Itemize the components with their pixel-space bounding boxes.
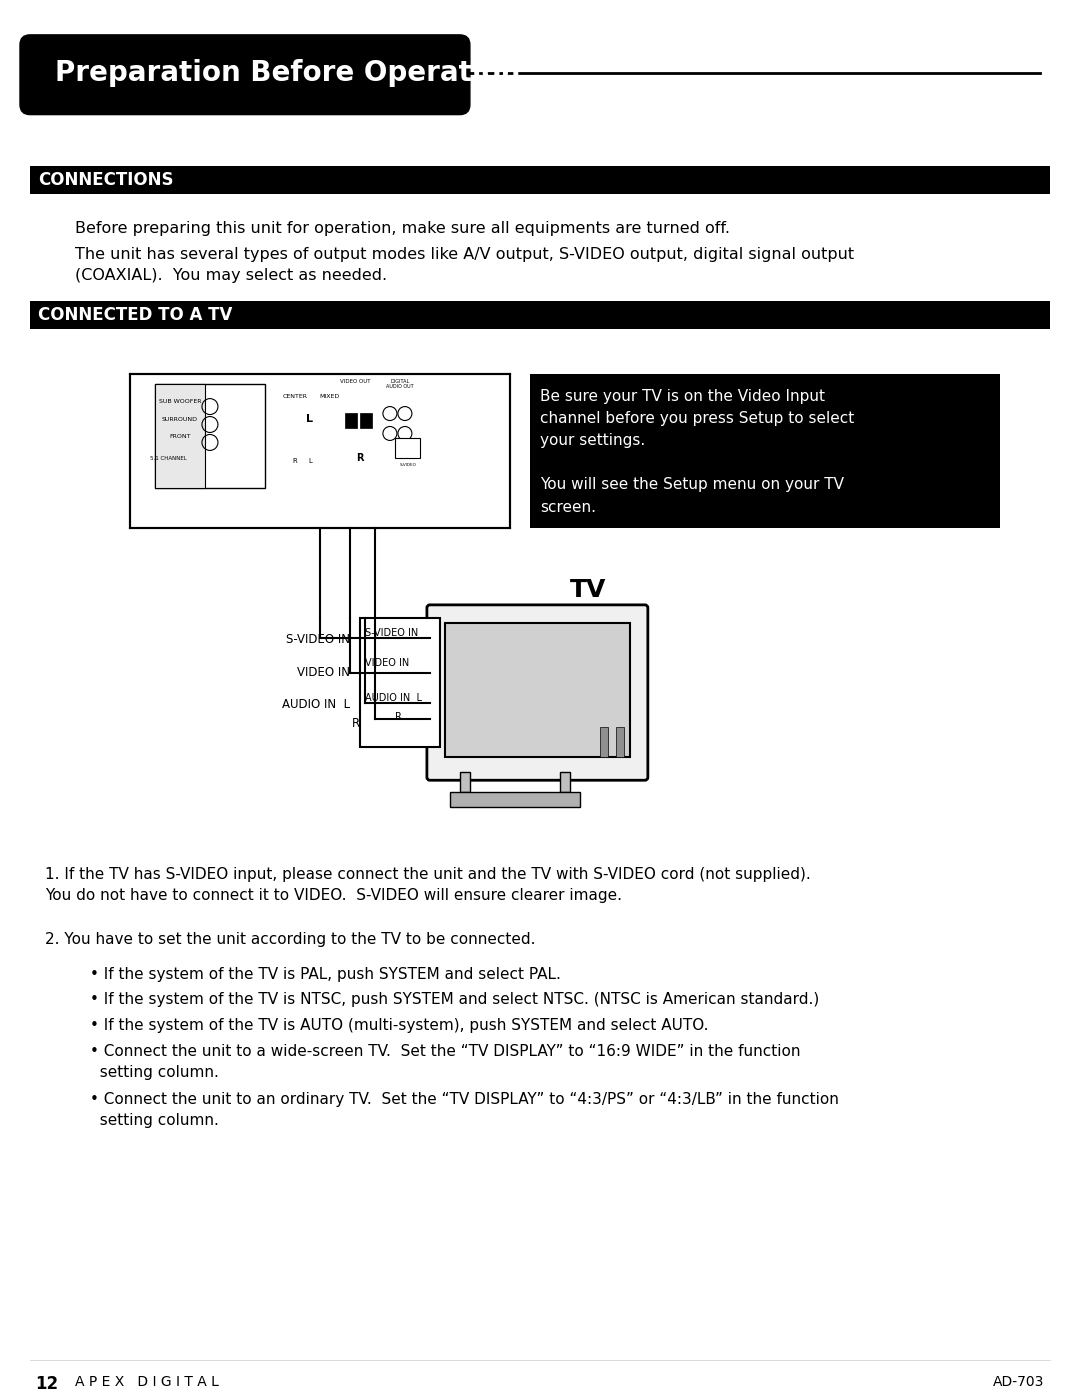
Bar: [130, 373, 510, 528]
Bar: [360, 412, 372, 429]
Text: Before preparing this unit for operation, make sure all equipments are turned of: Before preparing this unit for operation…: [75, 221, 730, 236]
FancyBboxPatch shape: [427, 605, 648, 781]
Text: R: R: [352, 718, 360, 731]
Text: L: L: [307, 414, 313, 423]
Text: R: R: [356, 454, 364, 464]
Text: DIGITAL
AUDIO OUT: DIGITAL AUDIO OUT: [386, 379, 414, 390]
Text: Preparation Before Operation: Preparation Before Operation: [55, 59, 521, 87]
Bar: [345, 412, 356, 429]
Text: R: R: [293, 458, 297, 464]
Bar: [154, 384, 205, 489]
Text: AUDIO IN  L: AUDIO IN L: [282, 697, 350, 711]
Text: • Connect the unit to a wide-screen TV.  Set the “TV DISPLAY” to “16:9 WIDE” in : • Connect the unit to a wide-screen TV. …: [90, 1045, 800, 1080]
Bar: [445, 623, 630, 757]
Bar: [559, 773, 570, 792]
Bar: [30, 300, 1050, 328]
Bar: [450, 792, 580, 807]
Text: • If the system of the TV is PAL, push SYSTEM and select PAL.: • If the system of the TV is PAL, push S…: [90, 967, 561, 982]
Bar: [154, 384, 265, 489]
Text: CONNECTED TO A TV: CONNECTED TO A TV: [38, 306, 232, 324]
Text: 5.1 CHANNEL: 5.1 CHANNEL: [150, 457, 187, 461]
Text: CENTER: CENTER: [283, 394, 308, 398]
Text: MIXED: MIXED: [320, 394, 340, 398]
Text: S-VIDEO IN: S-VIDEO IN: [365, 627, 418, 638]
Text: • If the system of the TV is AUTO (multi-system), push SYSTEM and select AUTO.: • If the system of the TV is AUTO (multi…: [90, 1018, 708, 1034]
Text: Be sure your TV is on the Video Input
channel before you press Setup to select
y: Be sure your TV is on the Video Input ch…: [540, 388, 854, 514]
Text: VIDEO IN: VIDEO IN: [365, 658, 409, 668]
Text: AD-703: AD-703: [994, 1375, 1044, 1389]
Text: • If the system of the TV is NTSC, push SYSTEM and select NTSC. (NTSC is America: • If the system of the TV is NTSC, push …: [90, 992, 820, 1007]
Text: SURROUND: SURROUND: [162, 416, 198, 422]
Text: L: L: [308, 458, 312, 464]
Text: • Connect the unit to an ordinary TV.  Set the “TV DISPLAY” to “4:3/PS” or “4:3/: • Connect the unit to an ordinary TV. Se…: [90, 1092, 839, 1129]
Bar: [616, 728, 624, 757]
Text: S-VIDEO IN: S-VIDEO IN: [286, 633, 350, 645]
Text: TV: TV: [570, 578, 606, 602]
Bar: [599, 728, 608, 757]
Text: SUB WOOFER: SUB WOOFER: [159, 398, 201, 404]
Text: AUDIO IN  L: AUDIO IN L: [365, 693, 422, 703]
Text: A P E X   D I G I T A L: A P E X D I G I T A L: [75, 1375, 219, 1389]
Text: The unit has several types of output modes like A/V output, S-VIDEO output, digi: The unit has several types of output mod…: [75, 247, 854, 284]
Bar: [460, 773, 470, 792]
Text: 12: 12: [35, 1375, 58, 1393]
Text: 1. If the TV has S-VIDEO input, please connect the unit and the TV with S-VIDEO : 1. If the TV has S-VIDEO input, please c…: [45, 868, 811, 902]
Bar: [395, 439, 420, 458]
Text: 2. You have to set the unit according to the TV to be connected.: 2. You have to set the unit according to…: [45, 932, 536, 947]
Text: R: R: [395, 712, 402, 722]
Text: FRONT: FRONT: [170, 434, 191, 440]
Bar: [530, 373, 1000, 528]
Text: CONNECTIONS: CONNECTIONS: [38, 172, 174, 190]
Text: VIDEO IN: VIDEO IN: [297, 665, 350, 679]
Text: VIDEO OUT: VIDEO OUT: [340, 379, 370, 384]
Bar: [30, 166, 1050, 194]
FancyBboxPatch shape: [21, 35, 470, 115]
Bar: [360, 617, 440, 747]
Text: S-VIDEO: S-VIDEO: [400, 464, 417, 468]
